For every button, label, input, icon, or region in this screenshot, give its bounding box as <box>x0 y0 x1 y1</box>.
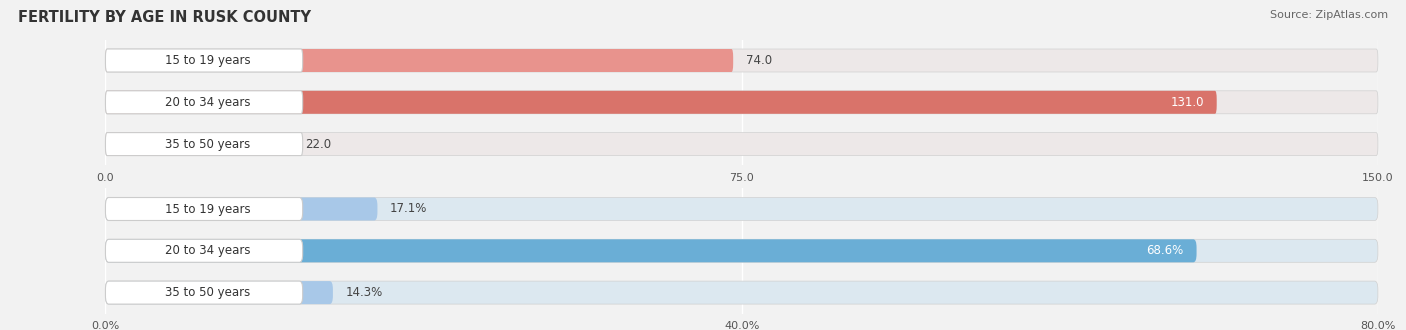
FancyBboxPatch shape <box>105 239 1378 262</box>
FancyBboxPatch shape <box>105 281 1378 304</box>
FancyBboxPatch shape <box>105 91 302 114</box>
Text: Source: ZipAtlas.com: Source: ZipAtlas.com <box>1270 10 1388 20</box>
FancyBboxPatch shape <box>105 239 1197 262</box>
Text: 17.1%: 17.1% <box>389 203 427 215</box>
FancyBboxPatch shape <box>105 133 292 156</box>
FancyBboxPatch shape <box>105 197 1378 220</box>
Text: 22.0: 22.0 <box>305 138 330 150</box>
FancyBboxPatch shape <box>105 239 302 262</box>
Text: 35 to 50 years: 35 to 50 years <box>166 286 250 299</box>
FancyBboxPatch shape <box>105 281 302 304</box>
FancyBboxPatch shape <box>105 91 1216 114</box>
FancyBboxPatch shape <box>105 197 302 220</box>
Text: 14.3%: 14.3% <box>346 286 382 299</box>
FancyBboxPatch shape <box>105 197 377 220</box>
FancyBboxPatch shape <box>105 133 1378 156</box>
Text: 15 to 19 years: 15 to 19 years <box>165 203 250 215</box>
FancyBboxPatch shape <box>105 133 302 156</box>
Text: 74.0: 74.0 <box>747 54 772 67</box>
FancyBboxPatch shape <box>105 49 1378 72</box>
FancyBboxPatch shape <box>105 49 302 72</box>
FancyBboxPatch shape <box>105 91 1378 114</box>
FancyBboxPatch shape <box>105 49 733 72</box>
Text: 20 to 34 years: 20 to 34 years <box>166 244 250 257</box>
Text: 68.6%: 68.6% <box>1146 244 1184 257</box>
Text: 15 to 19 years: 15 to 19 years <box>165 54 250 67</box>
Text: 35 to 50 years: 35 to 50 years <box>166 138 250 150</box>
Text: 20 to 34 years: 20 to 34 years <box>166 96 250 109</box>
FancyBboxPatch shape <box>105 281 333 304</box>
Text: FERTILITY BY AGE IN RUSK COUNTY: FERTILITY BY AGE IN RUSK COUNTY <box>18 10 311 25</box>
Text: 131.0: 131.0 <box>1170 96 1204 109</box>
